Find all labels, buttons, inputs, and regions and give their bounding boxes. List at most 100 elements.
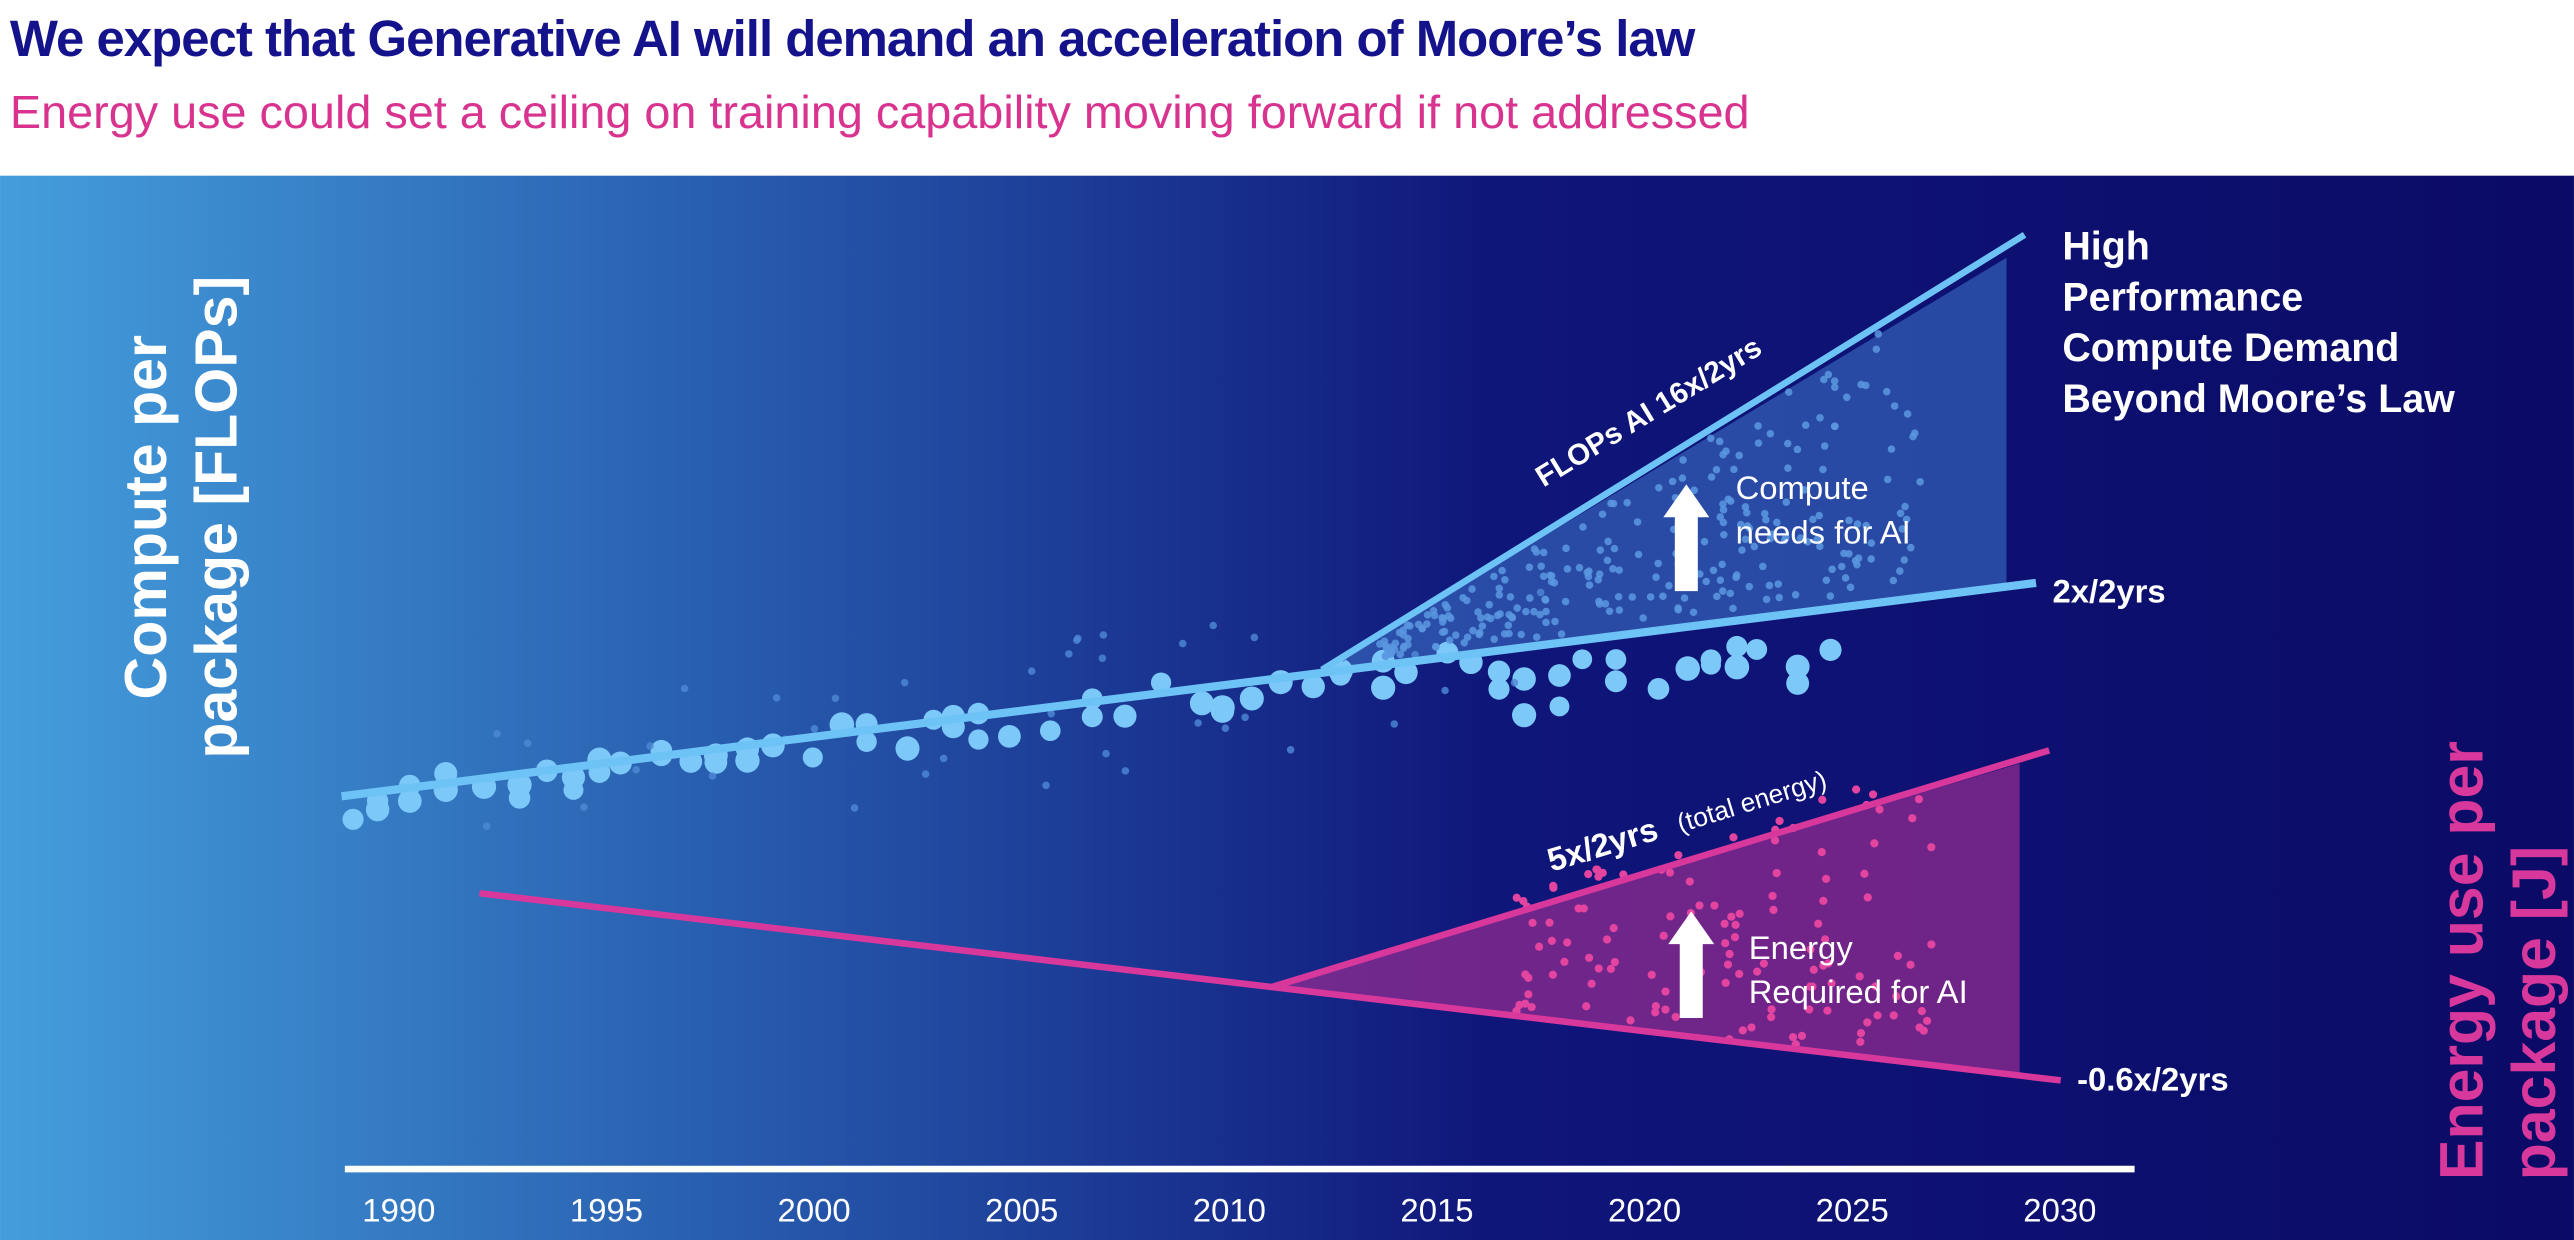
scatter-dot (1399, 631, 1408, 639)
scatter-dot (1614, 592, 1623, 601)
scatter-dot (1883, 475, 1892, 484)
scatter-dot (1530, 545, 1539, 553)
scatter-dot (1721, 939, 1730, 948)
annotation: Required for AI (1749, 973, 1968, 1010)
scatter-dot (1548, 970, 1557, 979)
x-tick-label: 2025 (1816, 1192, 1889, 1229)
scatter-dot (1490, 635, 1498, 643)
annotation: Performance (2062, 275, 2303, 319)
scatter-dot (1661, 1005, 1670, 1014)
scatter-dot (1549, 883, 1558, 892)
scatter-dot (708, 772, 717, 780)
scatter-dot (1615, 606, 1624, 614)
scatter-dot (1562, 544, 1570, 553)
scatter-dot (1680, 594, 1689, 602)
scatter-dot (1766, 429, 1775, 438)
scatter-dot (1382, 641, 1390, 650)
rate-label: -0.6x/2yrs (2077, 1060, 2229, 1097)
scatter-dot (1633, 518, 1642, 526)
scatter-dot (1774, 580, 1783, 588)
scatter-dot (1800, 486, 1809, 494)
scatter-dot (1666, 912, 1675, 921)
scatter-dot (1463, 596, 1471, 605)
scatter-dot (1887, 445, 1896, 453)
scatter-dot (1765, 581, 1774, 590)
scatter-dot (1099, 631, 1108, 639)
scatter-dot (1414, 620, 1423, 629)
scatter-dot (1903, 410, 1912, 418)
x-tick-label: 2015 (1400, 1192, 1473, 1229)
scatter-dot (1602, 935, 1612, 944)
scatter-dot (1674, 851, 1683, 860)
scatter-dot (1081, 706, 1103, 728)
scatter-dot (1735, 909, 1744, 918)
scatter-dot (1767, 1005, 1776, 1014)
scatter-dot (1563, 565, 1572, 573)
scatter-dot (1845, 516, 1853, 525)
scatter-dot (1809, 965, 1818, 974)
scatter-dot (1827, 979, 1836, 988)
scatter-dot (1747, 1023, 1756, 1032)
scatter-dot (810, 725, 819, 733)
y-axis-title: package [FLOPs] (182, 276, 249, 759)
scatter-dot (1750, 542, 1759, 551)
scatter-dot (1690, 486, 1698, 495)
scatter-dot (1922, 1016, 1932, 1025)
scatter-dot (1671, 1012, 1680, 1022)
scatter-dot (1603, 556, 1612, 565)
x-tick-label: 2005 (985, 1192, 1058, 1229)
scatter-dot (1927, 843, 1936, 852)
scatter-dot (1730, 465, 1738, 474)
scatter-dot (1647, 970, 1656, 979)
annotation: needs for AI (1736, 513, 1911, 550)
annotation: High (2062, 224, 2150, 268)
scatter-dot (1654, 559, 1662, 568)
scatter-dot (1863, 1018, 1872, 1027)
scatter-dot (1400, 642, 1408, 651)
scatter-dot (1783, 439, 1792, 448)
scatter-dot (1713, 592, 1721, 601)
scatter-dot (1837, 562, 1846, 571)
scatter-dot (1738, 1026, 1747, 1035)
scatter-dot (1762, 516, 1770, 524)
annotation: Compute Demand (2062, 326, 2399, 370)
scatter-dot (1443, 604, 1452, 612)
scatter-dot (1485, 600, 1494, 609)
annotation: Compute (1736, 469, 1869, 506)
scatter-dot (1411, 650, 1419, 659)
scatter-dot (1889, 576, 1898, 585)
scatter-dot (1469, 626, 1477, 635)
scatter-dot (1451, 631, 1460, 639)
scatter-dot (1659, 592, 1667, 600)
scatter-dot (1505, 629, 1513, 638)
scatter-dot (1719, 500, 1727, 508)
annotation: Beyond Moore’s Law (2062, 377, 2455, 421)
scatter-dot (365, 797, 390, 822)
y2-axis-title: package [J] (2500, 846, 2568, 1180)
scatter-dot (1772, 868, 1781, 878)
scatter-dot (1541, 596, 1550, 604)
scatter-dot (1606, 964, 1616, 973)
scatter-dot (1468, 585, 1476, 593)
scatter-dot (1250, 633, 1259, 642)
x-tick-label: 2020 (1608, 1192, 1681, 1229)
scatter-dot (1719, 587, 1727, 595)
scatter-dot (1860, 869, 1869, 878)
scatter-dot (1628, 593, 1637, 601)
scatter-dot (1537, 562, 1545, 571)
scatter-dot (1605, 607, 1614, 616)
scatter-dot (1710, 901, 1719, 910)
scatter-dot (1726, 635, 1748, 658)
scatter-dot (1719, 518, 1728, 527)
scatter-dot (1892, 992, 1901, 1001)
scatter-dot (1432, 643, 1440, 651)
scatter-dot (1561, 597, 1570, 606)
scatter-dot (1769, 530, 1777, 538)
scatter-dot (1762, 595, 1771, 604)
x-tick-label: 1990 (362, 1192, 435, 1229)
scatter-dot (1396, 650, 1405, 659)
scatter-dot (1743, 522, 1752, 530)
scatter-dot (1889, 1011, 1898, 1020)
scatter-dot (1651, 1008, 1660, 1017)
